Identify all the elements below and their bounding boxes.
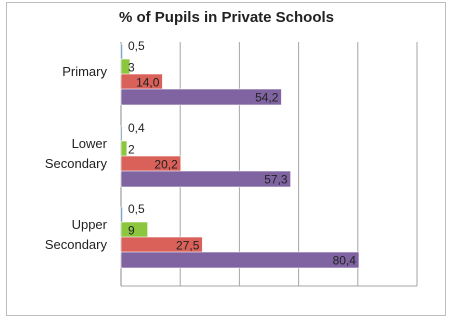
category-label: Primary [62,64,107,79]
chart-title: % of Pupils in Private Schools [118,9,335,26]
category-label: Lower [72,136,108,151]
data-label: 57,3 [264,173,288,187]
data-label: 80,4 [333,254,357,268]
data-label: 0,4 [128,121,145,135]
category-label: Secondary [45,237,108,252]
data-label: 54,2 [255,91,279,105]
category-label: Secondary [45,156,108,171]
data-label: 2 [128,143,135,157]
data-label: 27,5 [176,239,200,253]
bar [120,43,123,61]
data-label: 3 [128,61,135,75]
bar [120,206,123,224]
bar [120,125,123,143]
bar [120,170,291,188]
data-label: 0,5 [128,39,145,53]
data-label: 0,5 [128,202,145,216]
bar [120,251,360,269]
bar [120,88,282,106]
data-label: 20,2 [154,158,178,172]
category-label: Upper [72,217,108,232]
bar [120,140,128,158]
data-label: 14,0 [136,76,160,90]
data-label: 9 [128,224,135,238]
